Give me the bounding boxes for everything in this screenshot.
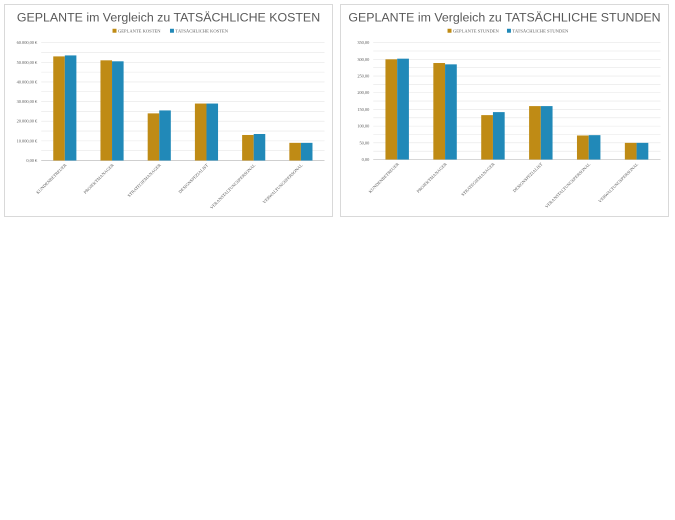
x-category-label: VERWALTUNGSPERSONAL (597, 161, 639, 203)
y-tick-label: 150,00 (357, 107, 369, 113)
bar-planned[interactable] (53, 56, 65, 161)
legend-swatch-planned (112, 28, 117, 33)
legend: GEPLANTE STUNDEN TATSÄCHLICHE STUNDEN (447, 28, 569, 33)
legend: GEPLANTE KOSTEN TATSÄCHLICHE KOSTEN (112, 28, 229, 33)
x-category-label: DESIGNSPEZIALIST (177, 162, 209, 194)
bar-actual[interactable] (206, 103, 219, 161)
y-tick-label: 40.000,00 € (17, 79, 38, 85)
bar-actual[interactable] (64, 55, 77, 161)
x-category-label: PROJEKTMANAGER (83, 163, 115, 195)
bar-planned[interactable] (194, 103, 207, 161)
bar-actual[interactable] (636, 142, 649, 160)
bar-planned[interactable] (576, 135, 589, 160)
bar-actual[interactable] (159, 110, 171, 161)
y-tick-label: 350,00 (357, 40, 369, 46)
x-category-label: STRATEGIEMANAGER (126, 163, 162, 199)
y-tick-label: 200,00 (357, 90, 369, 96)
legend-label-actual: TATSÄCHLICHE STUNDEN (512, 28, 569, 33)
x-category-label: VERANSTALTUNGSPERSONAL (544, 161, 592, 209)
y-tick-label: 100,00 (357, 124, 369, 130)
y-tick-label: 10.000,00 € (17, 138, 38, 144)
y-tick-label: 50,00 (360, 140, 370, 146)
legend-label-actual: TATSÄCHLICHE KOSTEN (175, 28, 228, 33)
y-tick-label: 30.000,00 € (17, 99, 38, 105)
bar-planned[interactable] (481, 115, 493, 160)
plot-area: 0,00 50,00 100,00 150,00 200,00 250,00 300,00 3… (357, 40, 661, 209)
y-tick-label: 300,00 (357, 57, 369, 63)
bar-actual[interactable] (397, 58, 409, 160)
bar-planned[interactable] (289, 142, 301, 161)
bar-planned[interactable] (100, 60, 113, 161)
bar-actual[interactable] (540, 106, 553, 160)
chart-kosten[interactable]: GEPLANTE im Vergleich zu TATSÄCHLICHE KO… (4, 4, 333, 217)
bar-planned[interactable] (147, 113, 160, 161)
bar-planned[interactable] (624, 142, 637, 160)
x-category-label: PROJEKTMANAGER (416, 162, 448, 194)
y-tick-label: 0,00 € (26, 158, 38, 164)
x-category-label: KUNDENBETREUER (35, 163, 67, 195)
bar-planned[interactable] (433, 63, 446, 160)
y-tick-label: 250,00 (357, 74, 369, 80)
y-tick-label: 0,00 (362, 157, 370, 163)
bar-actual[interactable] (492, 112, 505, 160)
bar-actual[interactable] (300, 142, 313, 161)
x-category-label: STRATEGIEMANAGER (460, 162, 496, 198)
chart-stunden-svg: GEPLANTE im Vergleich zu TATSÄCHLICHE ST… (348, 10, 661, 209)
legend-label-planned: GEPLANTE STUNDEN (453, 28, 500, 33)
chart-stunden[interactable]: GEPLANTE im Vergleich zu TATSÄCHLICHE ST… (340, 4, 669, 217)
x-category-label: VERANSTALTUNGSPERSONAL (209, 162, 257, 210)
bar-planned[interactable] (242, 134, 254, 161)
bar-planned[interactable] (529, 106, 541, 160)
plot-area: 0,00 € 10.000,00 € 20.000,00 € 30.000,00 € 4… (17, 40, 325, 210)
x-category-label: KUNDENBETREUER (368, 162, 400, 194)
chart-title: GEPLANTE im Vergleich zu TATSÄCHLICHE KO… (17, 10, 320, 24)
legend-swatch-actual (169, 28, 174, 33)
bar-actual[interactable] (112, 61, 124, 161)
bar-actual[interactable] (445, 64, 457, 160)
y-tick-label: 50.000,00 € (17, 60, 38, 66)
legend-label-planned: GEPLANTE KOSTEN (118, 28, 161, 33)
x-category-label: DESIGNSPEZIALIST (512, 161, 544, 193)
y-tick-label: 20.000,00 € (17, 119, 38, 125)
x-category-label: VERWALTUNGSPERSONAL (262, 162, 304, 204)
chart-kosten-svg: GEPLANTE im Vergleich zu TATSÄCHLICHE KO… (17, 10, 325, 210)
bar-actual[interactable] (588, 135, 601, 160)
chart-title: GEPLANTE im Vergleich zu TATSÄCHLICHE ST… (348, 10, 660, 24)
legend-swatch-planned (447, 28, 452, 33)
bar-planned[interactable] (385, 59, 398, 160)
bar-actual[interactable] (253, 134, 266, 161)
legend-swatch-actual (506, 28, 511, 33)
y-tick-label: 60.000,00 € (17, 40, 38, 46)
